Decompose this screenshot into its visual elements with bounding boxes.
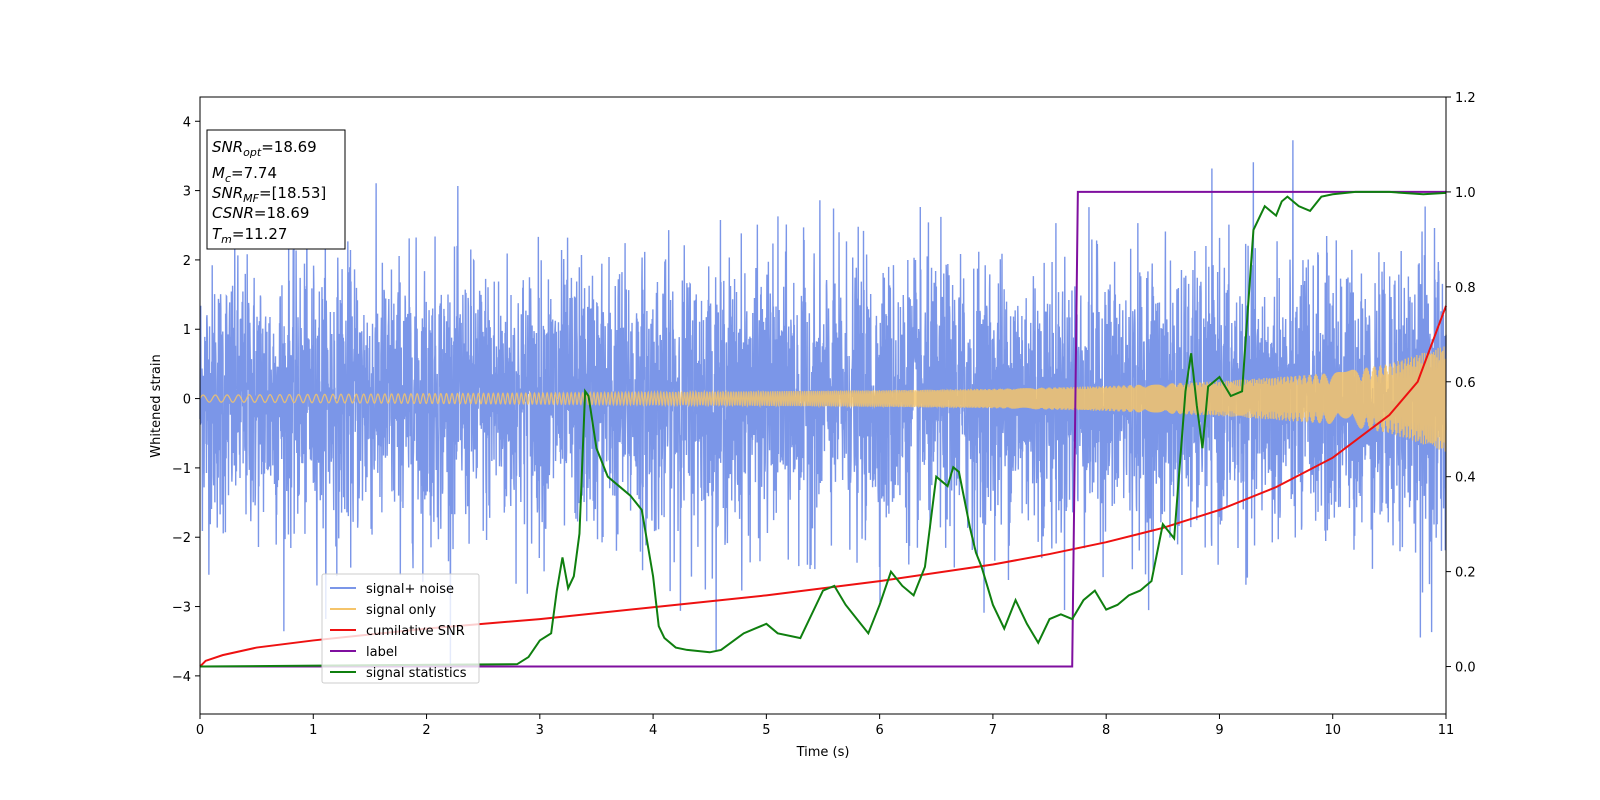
info-snr-opt: SNRopt=18.69 — [212, 138, 317, 159]
y-left-tick-label: −4 — [172, 670, 191, 685]
y-axis-right: 0.0 0.2 0.4 0.6 0.8 1.0 1.2 — [1446, 91, 1476, 676]
x-tick-label: 1 — [309, 723, 317, 738]
x-tick-label: 5 — [762, 723, 770, 738]
y-right-tick-label: 0.8 — [1455, 281, 1476, 296]
x-tick-label: 9 — [1215, 723, 1223, 738]
info-csnr: CSNR=18.69 — [212, 204, 309, 222]
y-right-tick-label: 0.2 — [1455, 566, 1476, 581]
y-left-tick-label: −1 — [172, 462, 191, 477]
x-axis: 0 1 2 3 4 5 6 7 8 9 10 11 — [196, 714, 1454, 738]
legend-cumulative-snr-label: cumilative SNR — [366, 624, 465, 639]
y-left-tick-label: 0 — [183, 393, 191, 408]
label-line — [200, 190, 1446, 668]
x-tick-label: 7 — [989, 723, 997, 738]
y-left-tick-label: 2 — [183, 254, 191, 269]
info-tm: Tm=11.27 — [212, 225, 287, 246]
x-tick-label: 4 — [649, 723, 657, 738]
legend-signal-noise-label: signal+ noise — [366, 582, 454, 597]
signal-only-series — [199, 346, 1447, 452]
legend-signal-statistics-label: signal statistics — [366, 666, 467, 681]
y-right-tick-label: 0.6 — [1455, 376, 1476, 391]
info-snr-mf: SNRMF=[18.53] — [212, 184, 326, 205]
plot-frame — [199, 96, 1447, 715]
y-axis-left: −4 −3 −2 −1 0 1 2 3 4 — [172, 115, 200, 685]
right-axis-series — [199, 190, 1447, 668]
y-axis-label: Whitened strain — [149, 354, 164, 457]
y-left-tick-label: −2 — [172, 531, 191, 546]
x-tick-label: 11 — [1438, 723, 1455, 738]
x-tick-label: 6 — [875, 723, 883, 738]
y-right-tick-label: 1.0 — [1455, 186, 1476, 201]
legend-signal-only-label: signal only — [366, 603, 436, 618]
y-right-tick-label: 0.4 — [1455, 471, 1476, 486]
x-tick-label: 10 — [1324, 723, 1341, 738]
signal-statistics-line — [199, 190, 1447, 668]
legend: signal+ noise signal only cumilative SNR la… — [321, 573, 480, 684]
y-right-tick-label: 0.0 — [1455, 661, 1476, 676]
legend-label-label: label — [366, 645, 397, 660]
x-tick-label: 8 — [1102, 723, 1110, 738]
x-tick-label: 2 — [422, 723, 430, 738]
y-right-tick-label: 1.2 — [1455, 91, 1476, 106]
y-left-tick-label: −3 — [172, 601, 191, 616]
signal-only-line — [199, 346, 1447, 452]
x-tick-label: 0 — [196, 723, 204, 738]
info-box: SNRopt=18.69 Mc=7.74 SNRMF=[18.53] CSNR=… — [206, 129, 346, 250]
x-tick-label: 3 — [536, 723, 544, 738]
x-axis-label: Time (s) — [796, 745, 850, 760]
cumulative-snr-line — [199, 305, 1447, 668]
y-left-tick-label: 3 — [183, 185, 191, 200]
info-mc: Mc=7.74 — [212, 164, 277, 185]
y-left-tick-label: 4 — [183, 115, 191, 130]
y-left-tick-label: 1 — [183, 323, 191, 338]
